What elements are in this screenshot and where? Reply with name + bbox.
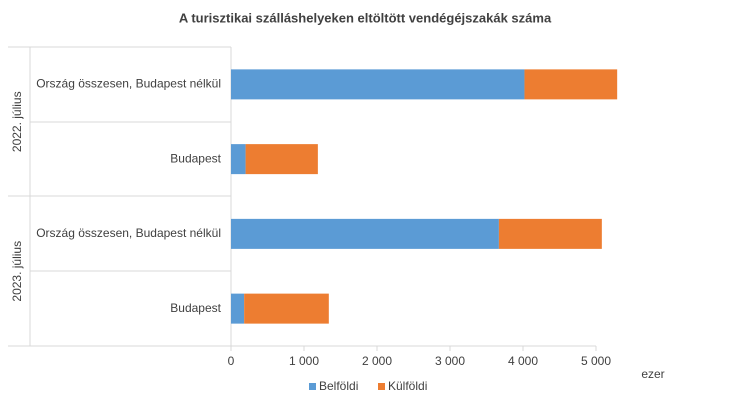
bar-segment [245,144,318,175]
bar-segment [231,144,246,175]
bar-segment [231,218,499,249]
y-tick-label: Ország összesen, Budapest nélkül [36,77,221,91]
x-tick-label: 1 000 [289,354,319,368]
x-tick-label: 2 000 [362,354,392,368]
legend-swatch [378,383,385,390]
x-tick-label: 5 000 [581,354,611,368]
x-tick-label: 3 000 [435,354,465,368]
x-tick-label: 0 [228,354,235,368]
legend-label: Külföldi [388,379,427,393]
bar-segment [524,69,618,100]
legend-swatch [309,383,316,390]
group-label: 2023. július [10,241,24,302]
bar-segment [244,293,329,324]
y-tick-label: Ország összesen, Budapest nélkül [36,226,221,240]
chart-title: A turisztikai szálláshelyeken eltöltött … [179,10,552,25]
bar-segment [498,218,602,249]
x-axis-label: ezer [641,367,664,381]
legend-label: Belföldi [319,379,358,393]
y-tick-label: Budapest [170,151,221,165]
group-label: 2022. július [10,91,24,152]
bar-segment [231,69,525,100]
y-tick-label: Budapest [170,301,221,315]
bar-segment [231,293,245,324]
x-tick-label: 4 000 [508,354,538,368]
